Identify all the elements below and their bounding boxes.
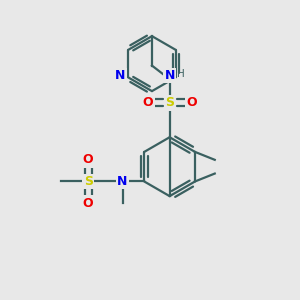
- Text: O: O: [83, 196, 94, 209]
- Text: S: S: [84, 175, 93, 188]
- Text: N: N: [115, 69, 125, 82]
- Text: O: O: [186, 96, 196, 110]
- Text: N: N: [164, 69, 175, 82]
- Text: O: O: [143, 96, 153, 110]
- Text: S: S: [165, 96, 174, 110]
- Text: O: O: [83, 153, 94, 166]
- Text: H: H: [177, 69, 184, 80]
- Text: N: N: [117, 175, 128, 188]
